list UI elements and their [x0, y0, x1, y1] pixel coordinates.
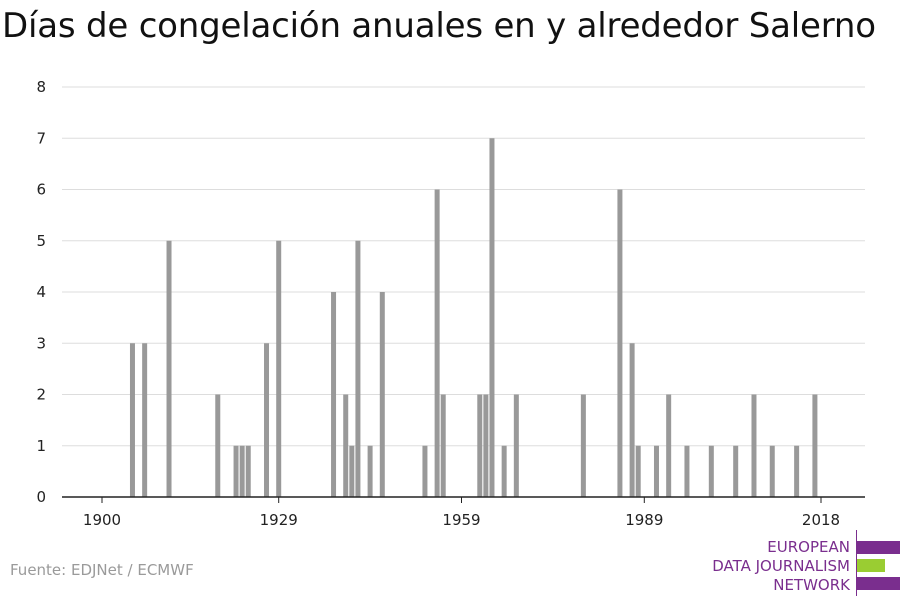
x-tick-label: 1929: [260, 511, 298, 529]
bar: [264, 343, 270, 497]
bar: [245, 445, 251, 497]
chart-title: Días de congelación anuales en y alreded…: [2, 6, 876, 46]
x-tick-label: 1959: [442, 511, 480, 529]
bar: [653, 445, 659, 497]
bar: [379, 292, 385, 497]
bar: [166, 240, 172, 497]
x-tick-label: 1900: [83, 511, 121, 529]
bar: [142, 343, 148, 497]
y-tick-label: 2: [36, 386, 46, 404]
bar: [483, 394, 489, 497]
bar: [666, 394, 672, 497]
bar: [629, 343, 635, 497]
bar: [349, 445, 355, 497]
x-tick-label: 1989: [625, 511, 663, 529]
bar: [276, 240, 282, 497]
y-tick-label: 4: [36, 283, 46, 301]
logo-bar-bottom: [857, 577, 900, 590]
bar: [239, 445, 245, 497]
bar: [422, 445, 428, 497]
logo-line-3: NETWORK: [773, 576, 850, 594]
axes: 0 1 2 3 4 5 6 7 8 1900 1929 1959 1989 2018: [36, 78, 865, 529]
bar: [751, 394, 757, 497]
bar: [794, 445, 800, 497]
bar: [684, 445, 690, 497]
bar: [489, 138, 495, 497]
source-note: Fuente: EDJNet / ECMWF: [10, 561, 194, 579]
bars: [129, 138, 818, 497]
bar: [477, 394, 483, 497]
logo-line-1: EUROPEAN: [767, 538, 850, 556]
logo-divider: [856, 530, 857, 596]
y-tick-label: 8: [36, 78, 46, 96]
bar: [129, 343, 135, 497]
bar: [367, 445, 373, 497]
logo-bar-middle: [857, 559, 885, 572]
x-tick-label: 2018: [802, 511, 840, 529]
bar: [440, 394, 446, 497]
bar: [580, 394, 586, 497]
y-tick-label: 3: [36, 334, 46, 352]
gridlines: [62, 86, 865, 447]
bar: [343, 394, 349, 497]
bar: [331, 292, 337, 497]
y-tick-label: 6: [36, 181, 46, 199]
bar: [812, 394, 818, 497]
bar: [233, 445, 239, 497]
y-tick-label: 5: [36, 232, 46, 250]
bar: [769, 445, 775, 497]
bar: [501, 445, 507, 497]
logo-bar-top: [857, 541, 900, 554]
y-tick-label: 1: [36, 437, 46, 455]
bar: [635, 445, 641, 497]
bar: [434, 189, 440, 497]
logo-line-2: DATA JOURNALISM: [712, 557, 850, 575]
bar: [733, 445, 739, 497]
bar: [215, 394, 221, 497]
y-tick-label: 7: [36, 129, 46, 147]
bar: [355, 240, 361, 497]
edjnet-logo: EUROPEAN DATA JOURNALISM NETWORK: [700, 530, 900, 596]
y-tick-label: 0: [36, 488, 46, 506]
bar: [708, 445, 714, 497]
bar: [617, 189, 623, 497]
bar: [513, 394, 519, 497]
